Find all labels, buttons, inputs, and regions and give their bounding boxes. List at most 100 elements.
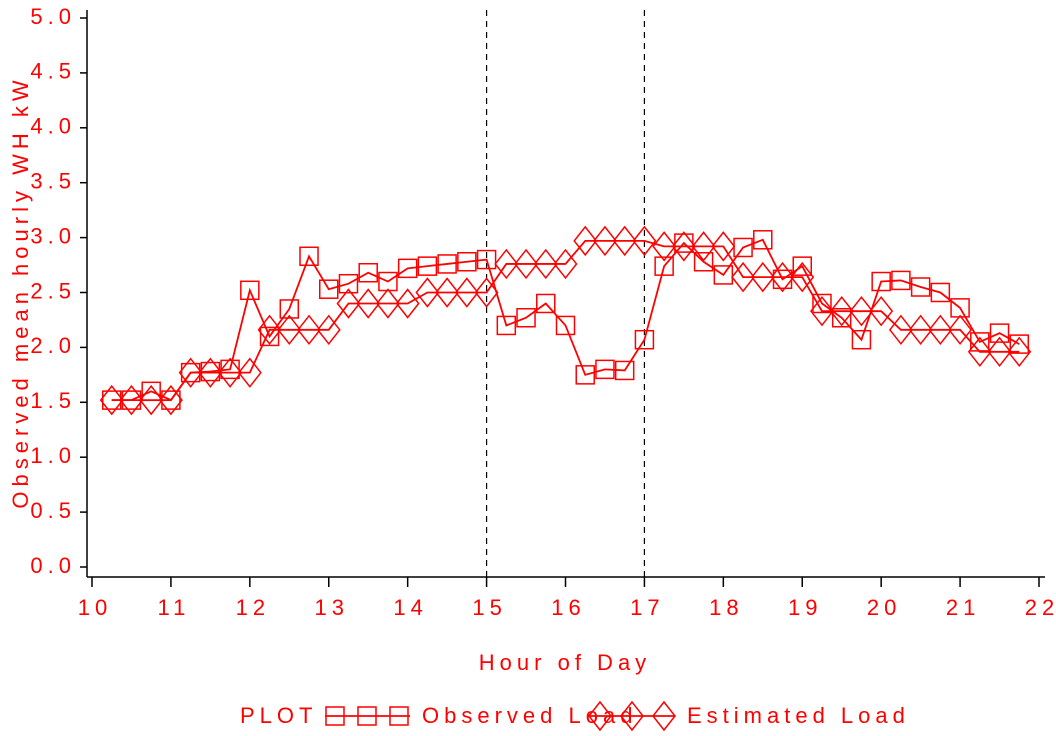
marker-diamond bbox=[987, 336, 1012, 368]
marker-diamond bbox=[99, 384, 124, 416]
x-tick-label: 22 bbox=[1025, 595, 1056, 620]
marker-square bbox=[989, 323, 1010, 343]
marker-square bbox=[240, 280, 260, 301]
marker-diamond bbox=[928, 314, 953, 346]
marker-square bbox=[812, 293, 832, 314]
marker-diamond bbox=[573, 225, 598, 257]
legend-marker bbox=[357, 706, 377, 726]
marker-square bbox=[634, 329, 655, 350]
marker-diamond bbox=[474, 277, 499, 308]
marker-diamond bbox=[750, 261, 775, 293]
marker-diamond bbox=[671, 231, 696, 262]
x-tick-label: 18 bbox=[709, 595, 743, 620]
marker-diamond bbox=[178, 357, 203, 388]
marker-diamond bbox=[810, 295, 834, 327]
marker-diamond bbox=[829, 295, 854, 327]
series-line bbox=[111, 239, 1020, 402]
marker-diamond bbox=[119, 384, 144, 416]
marker-diamond bbox=[593, 225, 617, 257]
x-tick-label: 15 bbox=[472, 595, 506, 620]
x-tick-label: 21 bbox=[946, 595, 980, 620]
marker-square bbox=[871, 271, 891, 292]
marker-square bbox=[891, 270, 911, 291]
marker-square bbox=[476, 249, 497, 270]
x-tick-label: 19 bbox=[788, 595, 822, 620]
x-tick-label: 17 bbox=[630, 595, 664, 620]
marker-square bbox=[693, 252, 714, 272]
y-tick-label: 3.0 bbox=[30, 223, 76, 248]
x-tick-label: 16 bbox=[551, 595, 585, 620]
marker-square bbox=[555, 315, 576, 336]
marker-square bbox=[614, 360, 635, 381]
marker-diamond bbox=[691, 231, 716, 262]
marker-diamond bbox=[158, 384, 183, 416]
marker-square bbox=[338, 273, 359, 294]
x-tick-label: 12 bbox=[236, 595, 270, 620]
marker-diamond bbox=[395, 288, 420, 319]
legend-marker bbox=[588, 700, 612, 732]
legend-title: PLOT bbox=[240, 703, 317, 728]
y-tick-label: 5.0 bbox=[30, 4, 76, 29]
marker-diamond bbox=[198, 357, 223, 388]
marker-diamond bbox=[297, 314, 321, 346]
marker-diamond bbox=[711, 231, 736, 262]
marker-diamond bbox=[790, 261, 815, 293]
marker-square bbox=[831, 308, 852, 328]
marker-diamond bbox=[849, 295, 874, 327]
marker-diamond bbox=[553, 248, 578, 280]
legend-marker bbox=[652, 700, 676, 732]
y-tick-label: 3.5 bbox=[30, 169, 76, 194]
marker-square bbox=[930, 282, 951, 303]
x-axis-label: Hour of Day bbox=[479, 650, 651, 675]
marker-diamond bbox=[257, 314, 282, 346]
marker-square bbox=[358, 262, 378, 283]
marker-diamond bbox=[454, 277, 479, 308]
marker-diamond bbox=[869, 295, 894, 327]
legend-label: Estimated Load bbox=[687, 703, 910, 728]
y-tick-label: 2.0 bbox=[30, 333, 76, 358]
x-tick-label: 11 bbox=[157, 595, 190, 620]
legend-marker bbox=[389, 706, 409, 726]
marker-square bbox=[259, 326, 280, 347]
marker-diamond bbox=[277, 314, 302, 346]
marker-diamond bbox=[652, 231, 677, 262]
marker-diamond bbox=[356, 288, 381, 319]
marker-square bbox=[792, 256, 812, 276]
legend-marker bbox=[325, 706, 345, 726]
marker-diamond bbox=[316, 314, 341, 346]
marker-diamond bbox=[218, 357, 243, 388]
x-tick-label: 14 bbox=[393, 595, 427, 620]
marker-diamond bbox=[948, 314, 973, 346]
legend-marker bbox=[620, 700, 644, 732]
series-line bbox=[111, 238, 1020, 402]
marker-square bbox=[417, 256, 438, 276]
marker-diamond bbox=[908, 314, 933, 346]
y-tick-label: 4.5 bbox=[30, 59, 76, 84]
x-tick-label: 10 bbox=[78, 595, 112, 620]
marker-diamond bbox=[770, 261, 795, 293]
marker-diamond bbox=[731, 261, 756, 293]
marker-diamond bbox=[435, 277, 460, 308]
marker-diamond bbox=[514, 248, 538, 280]
y-tick-label: 0.0 bbox=[30, 553, 76, 578]
marker-diamond bbox=[139, 384, 164, 416]
marker-diamond bbox=[533, 248, 558, 280]
marker-square bbox=[299, 246, 319, 267]
marker-square bbox=[910, 277, 931, 297]
x-tick-label: 20 bbox=[867, 595, 901, 620]
marker-diamond bbox=[375, 288, 400, 319]
y-tick-label: 2.5 bbox=[30, 278, 76, 303]
marker-diamond bbox=[612, 225, 637, 257]
marker-diamond bbox=[336, 288, 361, 319]
marker-diamond bbox=[888, 314, 913, 346]
marker-diamond bbox=[415, 277, 440, 308]
marker-square bbox=[713, 265, 734, 285]
marker-square bbox=[753, 230, 773, 250]
marker-square bbox=[516, 308, 536, 328]
marker-diamond bbox=[237, 357, 262, 388]
marker-square bbox=[595, 359, 615, 380]
y-axis-label: Observed mean hourly WH kW bbox=[8, 75, 33, 508]
x-tick-label: 13 bbox=[315, 595, 349, 620]
marker-diamond bbox=[967, 336, 992, 368]
